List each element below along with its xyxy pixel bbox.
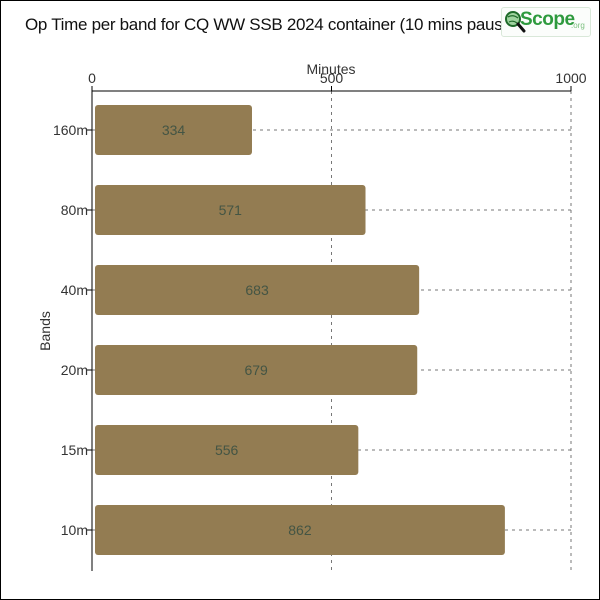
y-tick-label: 160m bbox=[53, 122, 88, 138]
x-axis-label: Minutes bbox=[306, 61, 355, 77]
x-tick-label: 1000 bbox=[555, 70, 586, 86]
x-tick-label: 500 bbox=[320, 70, 344, 86]
bars: 334 571 683 679 556 862 bbox=[95, 105, 505, 555]
bar-value-label: 556 bbox=[215, 442, 239, 458]
grid-lines bbox=[92, 91, 572, 571]
y-tick-label: 20m bbox=[61, 362, 88, 378]
logo-text: Scope bbox=[520, 9, 575, 30]
magnifier-globe-icon bbox=[505, 11, 526, 33]
y-tick-label: 10m bbox=[61, 522, 88, 538]
y-axis-label: Bands bbox=[37, 311, 53, 351]
bar-value-label: 683 bbox=[245, 282, 269, 298]
chart-title: Op Time per band for CQ WW SSB 2024 cont… bbox=[25, 15, 503, 34]
bar-value-label: 862 bbox=[288, 522, 312, 538]
y-tick-label: 40m bbox=[61, 282, 88, 298]
logo-suffix: .org bbox=[571, 21, 585, 30]
y-tick-label: 15m bbox=[61, 442, 88, 458]
bar-value-label: 334 bbox=[162, 122, 186, 138]
bar-15m bbox=[95, 425, 359, 475]
bar-40m bbox=[95, 265, 420, 315]
bar-10m bbox=[95, 505, 505, 555]
x-tick-label: 0 bbox=[88, 70, 96, 86]
y-tick-label: 80m bbox=[61, 202, 88, 218]
axes: 0 500 1000 160m 80m 40m 20m 15m 10m bbox=[53, 70, 587, 571]
bar-80m bbox=[95, 185, 366, 235]
bar-value-label: 679 bbox=[244, 362, 268, 378]
bar-20m bbox=[95, 345, 418, 395]
bar-value-label: 571 bbox=[219, 202, 243, 218]
bar-160m bbox=[95, 105, 252, 155]
logo: Scope .org bbox=[501, 7, 591, 37]
